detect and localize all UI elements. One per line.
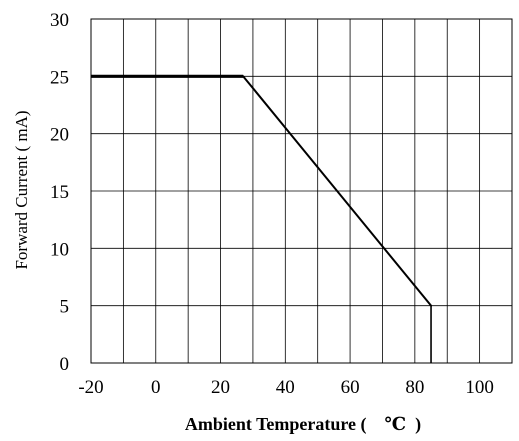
series-group (90, 74, 433, 364)
y-tick-labels: 0 5 10 15 20 25 30 (50, 10, 69, 375)
series-line-slope (242, 75, 433, 307)
x-tick-label: 100 (465, 377, 494, 398)
x-tick-label: 20 (211, 377, 230, 398)
y-axis-label: Forward Current ( mA) (12, 110, 31, 269)
y-tick-label: 5 (60, 297, 70, 318)
x-tick-label: 40 (276, 377, 295, 398)
x-tick-label: 80 (405, 377, 424, 398)
x-axis-label: Ambient Temperature ( ℃ ) (185, 414, 421, 435)
y-tick-label: 10 (50, 239, 69, 260)
y-tick-label: 20 (50, 125, 69, 146)
y-tick-label: 25 (50, 67, 69, 88)
plot-frame (90, 18, 513, 364)
y-tick-label: 30 (50, 10, 69, 31)
x-tick-label: 0 (151, 377, 161, 398)
x-tick-label: -20 (78, 377, 103, 398)
y-tick-label: 0 (60, 354, 70, 375)
x-tick-labels: -20 0 20 40 60 80 100 (78, 377, 494, 398)
x-tick-label: 60 (341, 377, 360, 398)
grid-lines (91, 19, 512, 363)
y-tick-label: 15 (50, 182, 69, 203)
